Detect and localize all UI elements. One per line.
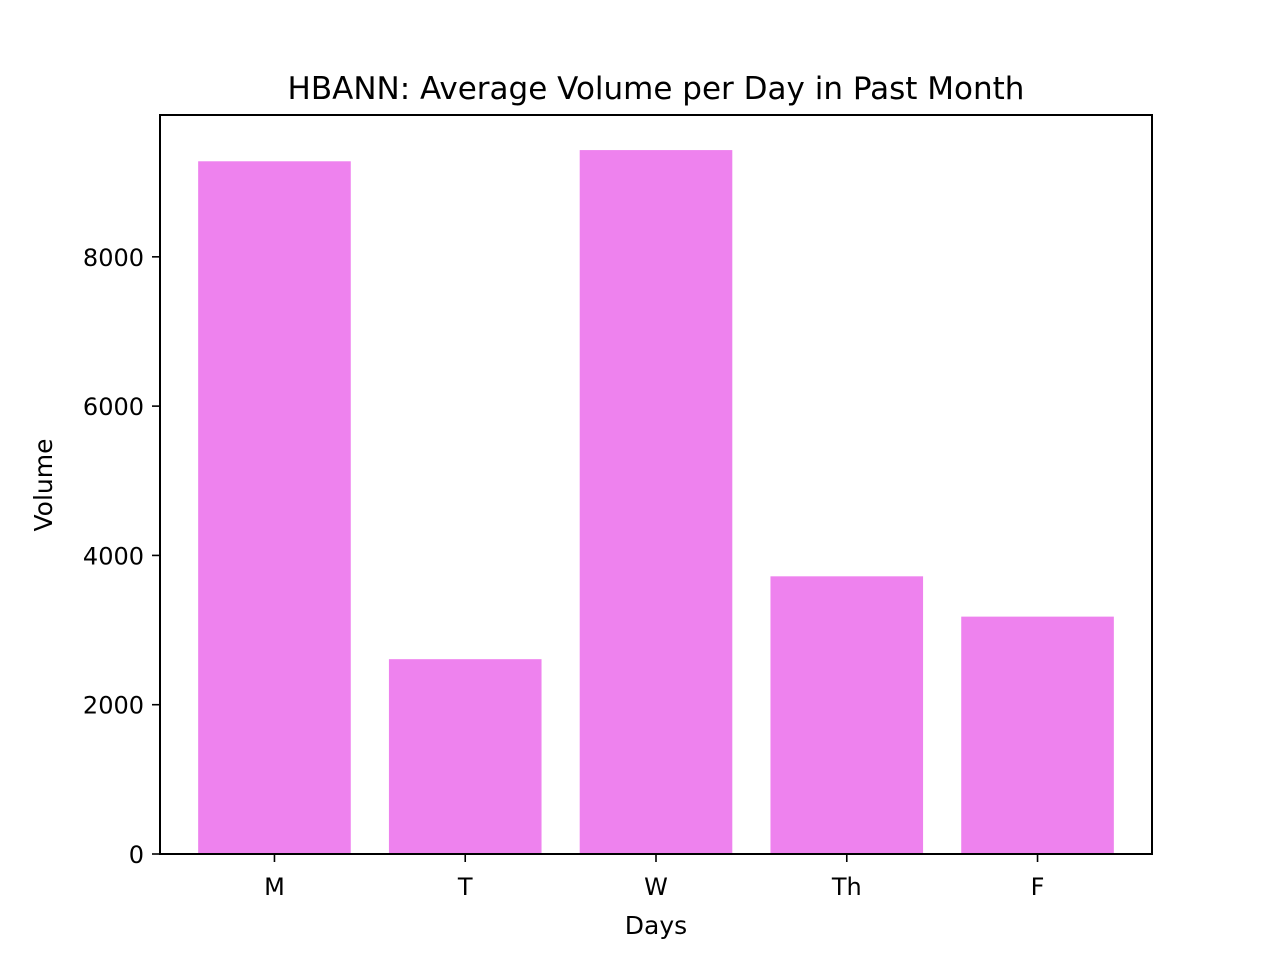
- x-axis-label: Days: [625, 911, 687, 940]
- y-axis-label: Volume: [29, 439, 58, 532]
- bars-group: [198, 150, 1114, 854]
- x-tick-label: Th: [831, 873, 862, 901]
- x-tick-label: F: [1031, 873, 1045, 901]
- y-tick-label: 4000: [83, 542, 144, 570]
- bar-f: [961, 616, 1114, 854]
- x-tick-label: W: [644, 873, 668, 901]
- x-axis-ticks: M T W Th F: [264, 854, 1044, 901]
- x-tick-label: T: [457, 873, 473, 901]
- bar-t: [388, 659, 542, 854]
- plot-frame: [159, 114, 1153, 855]
- y-tick-label: 2000: [83, 692, 144, 720]
- bar-th: [770, 576, 924, 854]
- y-tick-label: 6000: [83, 393, 144, 421]
- x-tick-label: M: [264, 873, 285, 901]
- y-axis-ticks: 0 2000 4000 6000 8000: [83, 244, 160, 869]
- y-tick-label: 8000: [83, 244, 144, 272]
- bar-w: [579, 150, 733, 854]
- y-tick-label: 0: [129, 841, 144, 869]
- chart-title: HBANN: Average Volume per Day in Past Mo…: [288, 71, 1025, 107]
- bar-m: [198, 161, 351, 854]
